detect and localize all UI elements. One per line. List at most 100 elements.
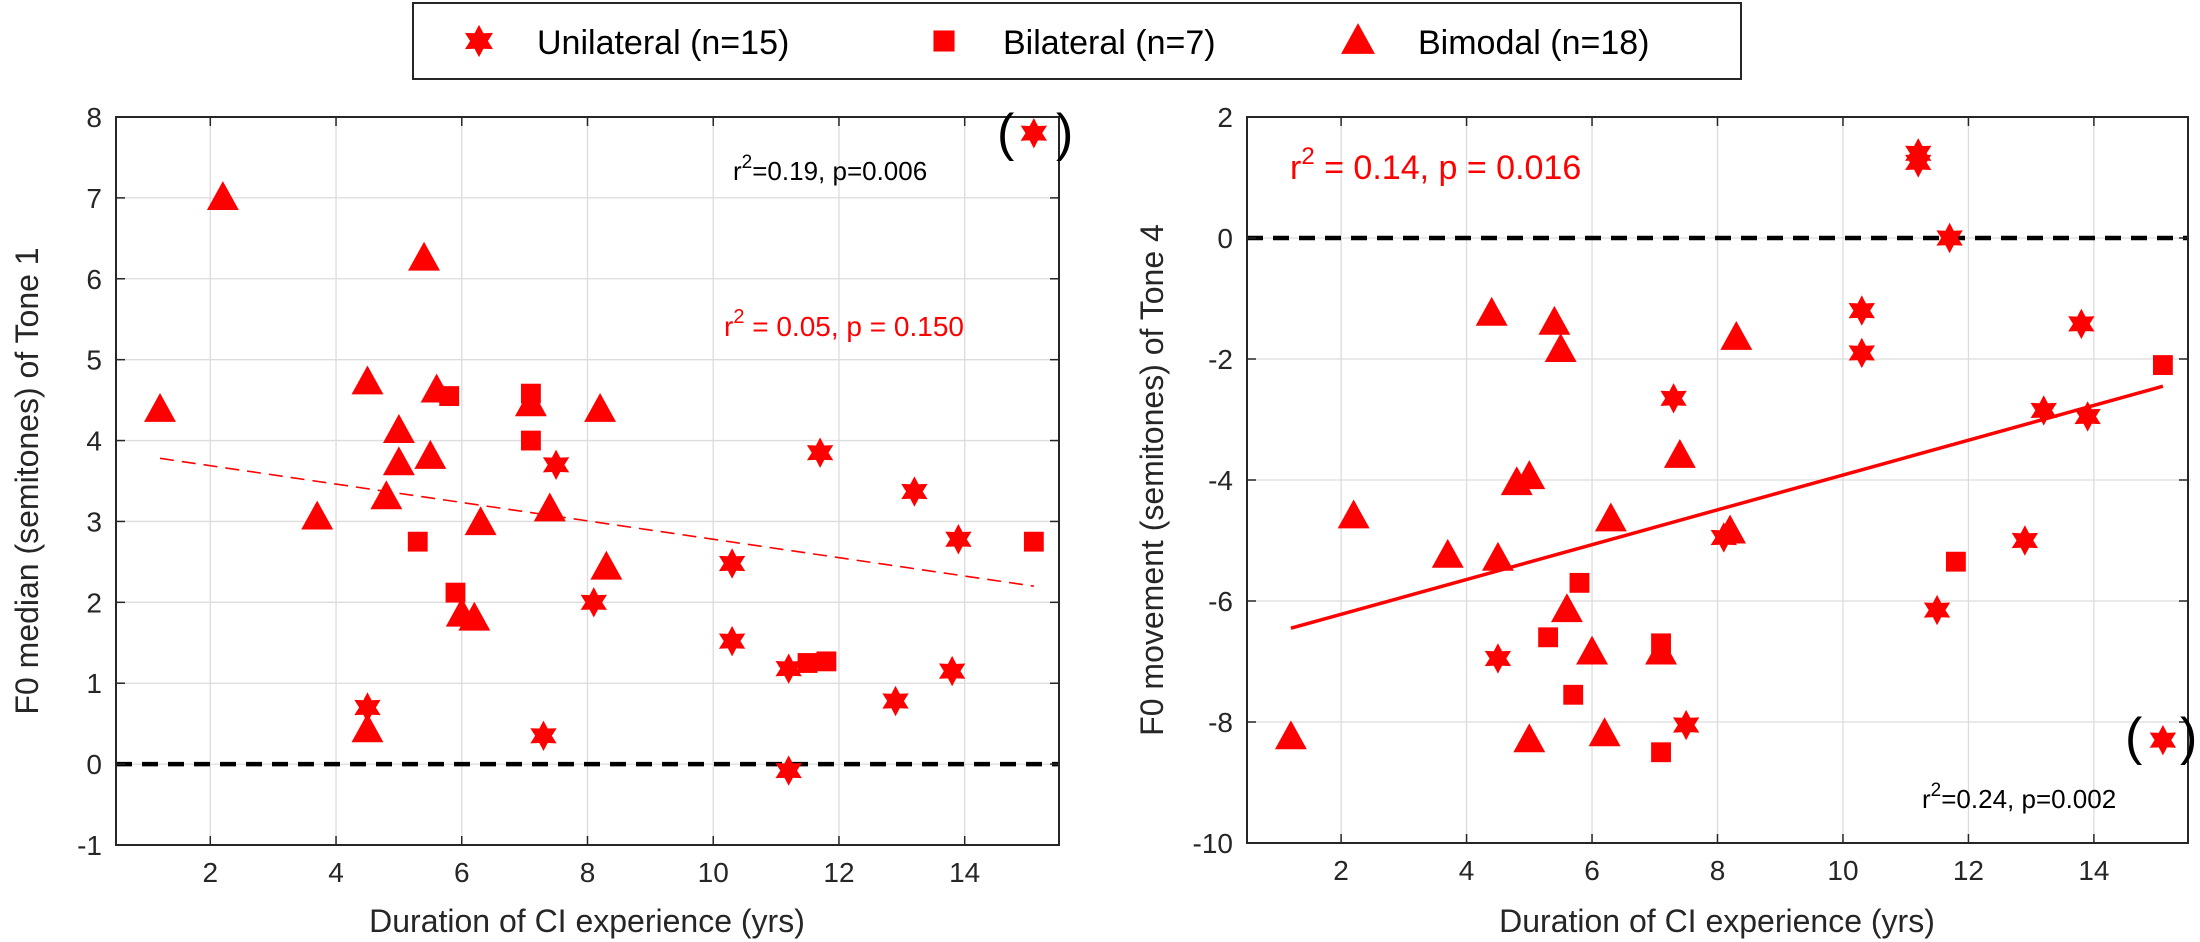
- right-stat-annotation-black: r2=0.24, p=0.002: [1922, 780, 2116, 814]
- right-point-triangle: [1588, 717, 1621, 747]
- right-point-triangle: [1550, 593, 1583, 623]
- right-point-triangle: [1714, 514, 1747, 544]
- right-point-triangle: [1663, 439, 1696, 468]
- legend-triangle-marker: [1341, 23, 1375, 54]
- legend-label-bimodal: Bimodal (n=18): [1418, 24, 1650, 62]
- left-point-triangle: [584, 393, 617, 422]
- left-data-points: [144, 117, 1048, 786]
- left-point-triangle: [414, 439, 447, 469]
- right-y-ticks: -10 -8 -6 -4 -2 0 2: [1193, 102, 2188, 859]
- left-point-square: [816, 651, 837, 672]
- left-point-triangle: [206, 181, 239, 210]
- right-point-hexagram: [1905, 147, 1932, 178]
- left-point-hexagram: [580, 587, 607, 618]
- left-point-triangle: [370, 480, 403, 510]
- right-point-square: [1945, 551, 1966, 572]
- right-stat-red-r: r: [1290, 149, 1301, 187]
- right-point-hexagram: [1848, 337, 1875, 369]
- left-stat-black-sup: 2: [742, 152, 753, 173]
- left-stat-black-text: =0.19, p=0.006: [752, 156, 927, 186]
- legend-label-bilateral: Bilateral (n=7): [1003, 24, 1216, 62]
- left-y-tick-label: 2: [86, 587, 102, 618]
- legend-marker-bimodal: [1341, 23, 1375, 54]
- left-point-hexagram: [1020, 117, 1048, 149]
- left-point-triangle: [382, 446, 415, 476]
- left-y-tick-label: 7: [86, 183, 102, 214]
- left-point-triangle: [408, 241, 441, 271]
- right-point-hexagram: [1484, 643, 1512, 674]
- right-x-tick-label: 10: [1827, 855, 1858, 886]
- right-point-hexagram: [2030, 395, 2057, 426]
- left-outlier-close-paren: ): [1056, 104, 1073, 162]
- left-point-hexagram: [530, 720, 557, 751]
- left-point-hexagram: [718, 548, 746, 579]
- left-point-hexagram: [938, 655, 966, 687]
- left-stat-annotation-black: r2=0.19, p=0.006: [733, 152, 927, 186]
- left-x-tick-label: 4: [328, 857, 344, 888]
- left-point-hexagram: [945, 524, 972, 555]
- right-outlier-close-paren: ): [2180, 708, 2197, 766]
- right-scatter-plot: 2 4 6 8 10 12 14 -10 -8 -6 -4 -2 0 2 Duration of CI …: [1134, 102, 2197, 939]
- right-y-tick-label: -6: [1208, 586, 1233, 617]
- left-point-hexagram: [806, 437, 834, 468]
- right-point-hexagram: [1660, 383, 1687, 414]
- right-x-tick-label: 4: [1459, 855, 1475, 886]
- right-stat-black-sup: 2: [1931, 780, 1942, 801]
- right-point-square: [2152, 355, 2173, 375]
- right-x-axis-label: Duration of CI experience (yrs): [1499, 903, 1935, 939]
- legend-marker-bilateral: [933, 30, 955, 52]
- right-point-hexagram: [1848, 295, 1875, 326]
- right-stat-black-text: =0.24, p=0.002: [1941, 784, 2116, 814]
- right-x-tick-label: 8: [1710, 855, 1726, 886]
- legend-label-unilateral: Unilateral (n=15): [537, 24, 789, 62]
- left-point-triangle: [514, 387, 547, 417]
- right-point-triangle: [1337, 499, 1370, 529]
- left-point-triangle: [301, 500, 334, 530]
- left-point-triangle: [382, 414, 415, 443]
- left-outlier-open-paren: (: [997, 104, 1015, 162]
- left-point-triangle: [458, 601, 491, 631]
- left-stat-red-r: r: [724, 311, 733, 342]
- right-point-hexagram: [2068, 308, 2095, 340]
- left-x-tick-label: 8: [580, 857, 596, 888]
- left-y-tick-label: 5: [86, 345, 102, 376]
- right-stat-red-text: = 0.14, p = 0.016: [1315, 149, 1582, 187]
- left-point-triangle: [144, 393, 176, 422]
- left-point-square: [407, 531, 428, 552]
- right-x-tick-label: 12: [1953, 855, 1984, 886]
- right-point-triangle: [1538, 305, 1571, 335]
- right-y-tick-label: -2: [1208, 344, 1233, 375]
- left-stat-black-r: r: [733, 156, 742, 186]
- right-point-triangle: [1274, 720, 1307, 750]
- right-point-triangle: [1431, 538, 1464, 568]
- right-x-ticks: 2 4 6 8 10 12 14: [1333, 117, 2109, 886]
- left-point-triangle: [533, 492, 566, 522]
- right-trend-line: [1290, 384, 2164, 630]
- right-grid: [1247, 116, 2188, 844]
- right-point-square: [1563, 684, 1584, 705]
- legend-box: [412, 2, 1742, 80]
- right-stat-red-sup: 2: [1301, 143, 1314, 170]
- left-y-tick-label: 8: [86, 102, 102, 133]
- right-point-hexagram: [1936, 222, 1963, 254]
- right-y-tick-label: -4: [1208, 465, 1233, 496]
- right-point-triangle: [1576, 635, 1608, 665]
- right-point-triangle: [1645, 635, 1677, 665]
- right-point-hexagram: [1923, 594, 1951, 626]
- left-point-triangle: [351, 365, 384, 395]
- right-stat-black-r: r: [1922, 784, 1931, 814]
- left-y-tick-label: 1: [86, 668, 102, 699]
- left-y-tick-label: 4: [86, 426, 102, 457]
- right-point-hexagram: [2074, 401, 2101, 432]
- left-y-axis-label: F0 median (semitones) of Tone 1: [9, 247, 45, 714]
- left-y-tick-label: 0: [86, 749, 102, 780]
- left-point-hexagram: [901, 476, 928, 507]
- right-x-tick-label: 14: [2078, 855, 2109, 886]
- legend: Unilateral (n=15) Bilateral (n=7) Bimoda…: [412, 2, 1742, 80]
- left-point-square: [1023, 531, 1044, 552]
- left-point-hexagram: [718, 625, 746, 657]
- right-data-points: [1274, 138, 2177, 763]
- right-point-triangle: [1594, 502, 1627, 532]
- left-point-square: [445, 582, 466, 603]
